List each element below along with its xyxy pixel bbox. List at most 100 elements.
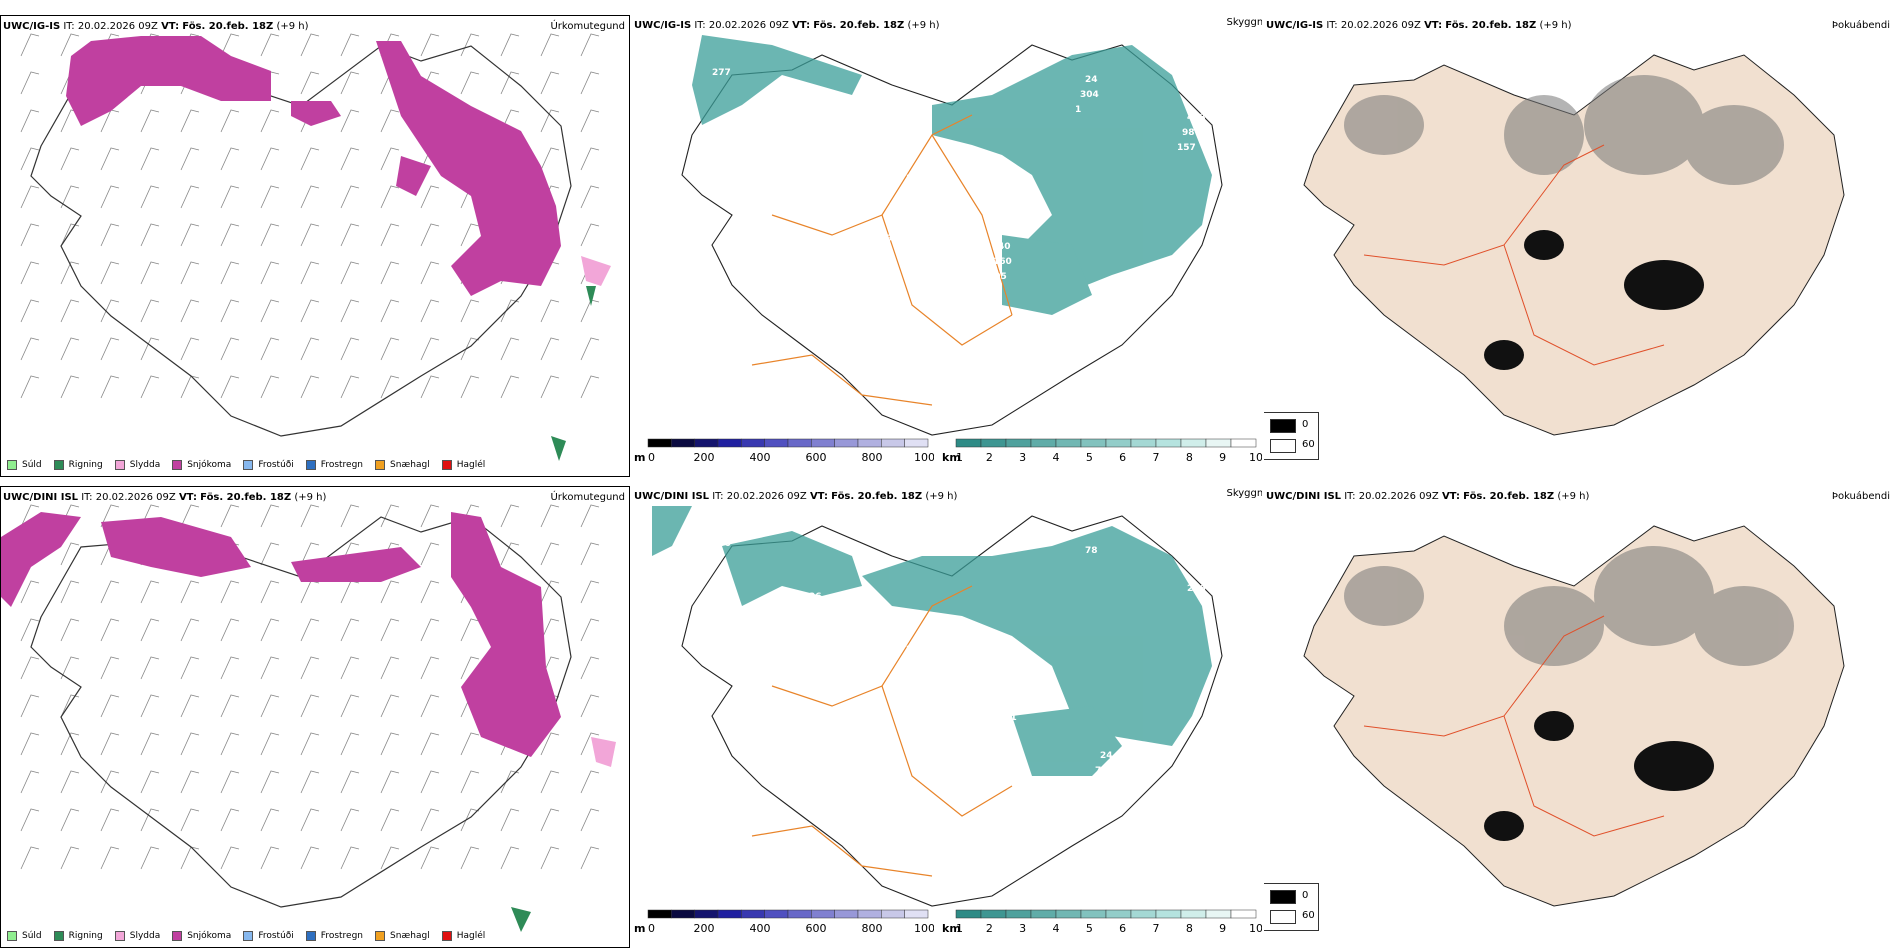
wind-barb	[460, 770, 480, 794]
wind-barb	[60, 337, 80, 361]
scale-bin	[647, 909, 672, 919]
scale-bin	[834, 438, 859, 448]
wind-barb	[580, 656, 600, 680]
cloud-value-label: 167	[1197, 554, 1216, 564]
wind-barb	[20, 71, 40, 95]
wind-barb	[580, 185, 600, 209]
scale-tick-label: 5	[1086, 922, 1093, 935]
wind-barb	[220, 223, 240, 247]
panel-header: UWC/IG-IS IT: 20.02.2026 09Z VT: Fös. 20…	[634, 20, 940, 31]
wind-barb	[20, 147, 40, 171]
wind-barb	[100, 732, 120, 756]
scale-tick-label: 200	[694, 451, 715, 464]
wind-barb	[220, 770, 240, 794]
wind-barb	[220, 185, 240, 209]
scale-bin	[717, 909, 742, 919]
wind-barb	[220, 580, 240, 604]
legend-label: Súld	[22, 931, 42, 941]
wind-barb	[60, 223, 80, 247]
scale-bin	[904, 438, 929, 448]
wind-barb	[220, 808, 240, 832]
scale-unit: km	[942, 922, 961, 935]
wind-barb	[420, 504, 440, 528]
wind-barb	[60, 261, 80, 285]
wind-barb	[140, 223, 160, 247]
scale-bin	[881, 909, 905, 919]
wind-barb	[20, 770, 40, 794]
wind-barb	[420, 770, 440, 794]
cloud-value-label: 38	[906, 174, 919, 184]
panel-header: UWC/IG-IS IT: 20.02.2026 09Z VT: Fös. 20…	[3, 21, 309, 32]
legend-swatch	[114, 931, 125, 941]
wind-barb	[380, 808, 400, 832]
wind-barb	[20, 375, 40, 399]
wind-barb	[340, 109, 360, 133]
cloud-areas	[652, 506, 1212, 776]
scale-unit: m	[634, 451, 645, 464]
wind-barb	[180, 504, 200, 528]
scale-tick-label: 10	[1249, 922, 1262, 935]
sleet-patches	[591, 737, 616, 767]
wind-barb	[500, 808, 520, 832]
legend-label: Haglél	[456, 460, 486, 470]
wind-barb	[180, 337, 200, 361]
wind-barb	[460, 337, 480, 361]
wind-barb	[420, 299, 440, 323]
scale-bin	[1205, 909, 1232, 919]
legend-swatch	[172, 460, 183, 470]
wind-barb	[220, 375, 240, 399]
visibility-scale: km 1 2 3 4 5 6 7 8 9 10	[942, 437, 1262, 468]
scale-tick-label: 3	[1019, 451, 1026, 464]
legend-label: Frostregn	[320, 931, 364, 941]
snow-areas	[1, 512, 561, 757]
wind-barb	[260, 808, 280, 832]
precip-map	[20, 33, 611, 461]
wind-barb	[260, 770, 280, 794]
scale-bin	[1080, 909, 1107, 919]
legend-item: Súld	[7, 931, 42, 941]
wind-barb	[380, 846, 400, 870]
scale-bin	[1005, 909, 1032, 919]
scale-bin	[980, 909, 1007, 919]
scale-tick-label: 4	[1053, 451, 1060, 464]
wind-barb	[220, 694, 240, 718]
wind-barb	[420, 33, 440, 57]
wind-barb	[180, 694, 200, 718]
panel-title: Þokuábendi	[1831, 20, 1890, 31]
height-scale: m0 200 400 600 800 1000	[634, 437, 942, 468]
wind-barb	[340, 261, 360, 285]
color-scale: m0 200 400 600 800 1000	[634, 909, 942, 935]
wind-barb	[340, 33, 360, 57]
scale-tick-label: 1000	[914, 922, 934, 935]
wind-barb	[100, 375, 120, 399]
wind-barb	[100, 618, 120, 642]
cloud-value-label: 841	[896, 675, 915, 685]
fog-key: 0 60	[1264, 412, 1319, 460]
cloud-value-label: 277	[901, 660, 920, 670]
wind-barb	[20, 223, 40, 247]
coastline	[681, 44, 1223, 436]
wind-barb	[540, 504, 560, 528]
wind-barb	[540, 71, 560, 95]
scale-bin	[647, 438, 672, 448]
wind-barb	[180, 846, 200, 870]
wind-barb	[260, 580, 280, 604]
wind-barb	[100, 694, 120, 718]
cloud-panel-2: UWC/DINI ISL IT: 20.02.2026 09Z VT: Fös.…	[632, 486, 1262, 948]
wind-barb	[60, 580, 80, 604]
wind-barb	[380, 694, 400, 718]
wind-barb	[20, 185, 40, 209]
legend-swatch	[305, 931, 316, 941]
wind-barb	[260, 656, 280, 680]
wind-barb	[220, 618, 240, 642]
wind-barb	[540, 770, 560, 794]
cloud-map: 236 26 288 29 24 167 81 277 201 70 129 92 841 34 227 23…	[652, 506, 1223, 907]
legend-label: Snjókoma	[187, 931, 232, 941]
wind-barb	[60, 299, 80, 323]
cloud-value-label: 115	[799, 151, 818, 161]
wind-barb	[300, 33, 320, 57]
wind-barb	[140, 694, 160, 718]
cloud-value-label: 267	[784, 196, 803, 206]
cloud-panel-1: UWC/IG-IS IT: 20.02.2026 09Z VT: Fös. 20…	[632, 15, 1262, 477]
panel-header: UWC/DINI ISL IT: 20.02.2026 09Z VT: Fös.…	[1266, 491, 1590, 502]
